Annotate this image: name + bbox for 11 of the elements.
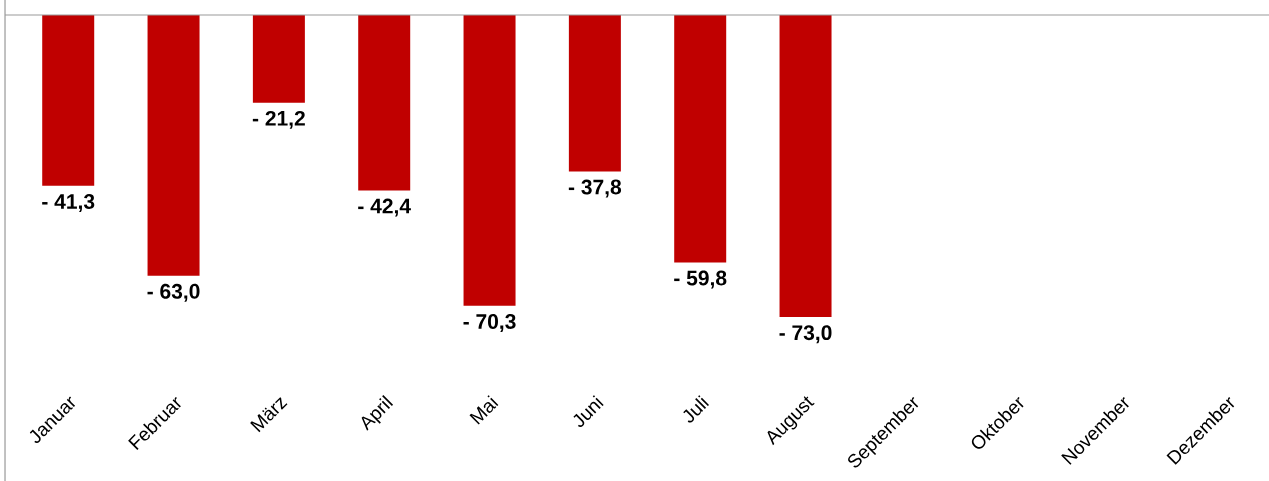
x-tick-label: Mai xyxy=(469,395,499,425)
x-tick-label: Juni xyxy=(573,395,604,428)
data-label: - 37,8 xyxy=(568,179,622,198)
data-label: - 63,0 xyxy=(147,283,200,302)
data-label: - 41,3 xyxy=(42,194,95,212)
data-label: - 59,8 xyxy=(674,270,727,289)
data-label: - 42,4 xyxy=(358,198,411,217)
data-label: - 21,2 xyxy=(252,110,305,129)
x-tick-label: Juli xyxy=(683,395,710,423)
data-label: - 70,3 xyxy=(463,314,516,332)
data-label: - 73,0 xyxy=(779,325,832,344)
